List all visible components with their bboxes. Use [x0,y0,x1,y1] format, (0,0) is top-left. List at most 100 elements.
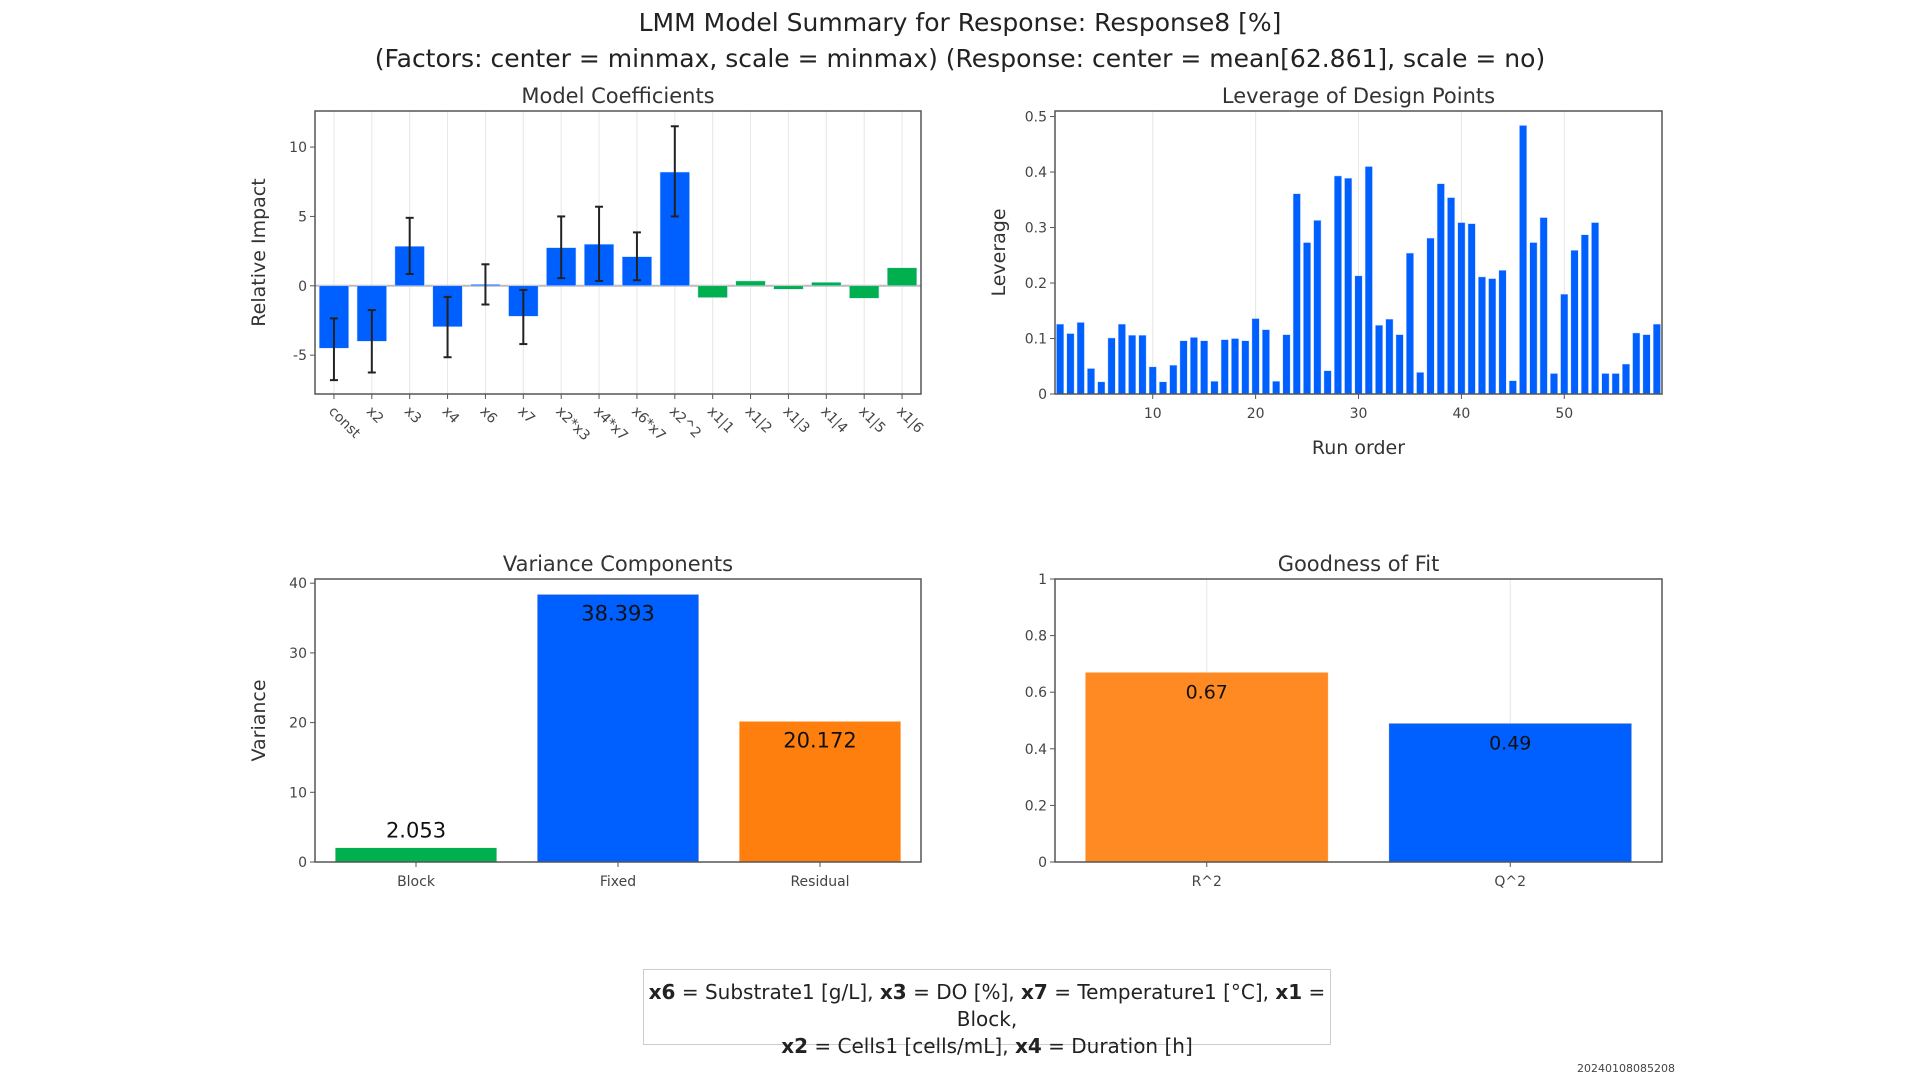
leverage-bar-run-10 [1148,366,1157,395]
coef-x-tick-label: const [325,404,363,442]
leverage-bar-run-27 [1323,370,1332,395]
coef-x-tick-label: x6 [477,404,501,428]
leverage-bar-run-15 [1200,340,1209,395]
coef-x-tick-label: x1|6 [893,404,926,437]
leverage-bar-run-3 [1076,322,1085,395]
coef-plot-border [314,110,922,395]
leverage-bar-run-56 [1622,363,1630,395]
goodness-bar-R^2 [1085,672,1329,863]
leverage-y-tick-label: 0.1 [1025,332,1047,348]
leverage-bar-run-50 [1560,293,1569,395]
leverage-bar-run-54 [1601,373,1610,395]
legend-line-2: x2 = Cells1 [cells/mL], x4 = Duration [h… [644,1033,1330,1060]
leverage-x-tick-label: 20 [1247,406,1265,422]
factor-legend: x6 = Substrate1 [g/L], x3 = DO [%], x7 =… [643,969,1331,1058]
legend-text: = DO [%], [906,980,1022,1004]
coef-y-axis-label: Relative Impact [248,178,270,326]
variance-y-tick-label: 10 [289,785,307,801]
leverage-bar-run-11 [1159,381,1167,395]
leverage-bar-run-17 [1220,339,1229,395]
coef-bar-x1|4 [811,282,842,287]
legend-key: x4 [1014,1034,1042,1058]
coef-x-tick-label: x2^2 [666,404,704,442]
leverage-bar-run-12 [1169,364,1178,395]
leverage-bar-run-1 [1056,323,1065,395]
goodness-y-tick-label: 0.4 [1025,742,1047,758]
coef-x-tick-label: x1|3 [780,404,813,437]
variance-x-tick-label: Fixed [600,874,636,890]
coef-y-tick-label: 0 [298,279,307,295]
variance-y-tick-label: 30 [289,646,307,662]
variance-data-label: 38.393 [581,601,654,625]
leverage-bar-run-57 [1632,332,1641,395]
leverage-bar-run-20 [1251,318,1260,395]
leverage-bar-run-51 [1570,250,1579,395]
goodness-data-label: 0.67 [1186,681,1228,703]
leverage-x-tick-label: 50 [1555,406,1573,422]
variance-data-label: 2.053 [386,819,446,843]
variance-y-tick-label: 0 [298,855,307,871]
legend-text: = Duration [h] [1041,1034,1193,1058]
leverage-bar-run-18 [1231,338,1239,395]
variance-y-tick-label: 20 [289,716,307,732]
legend-key: x6 [648,980,676,1004]
coef-x-tick-label: x2*x3 [552,404,593,445]
leverage-bar-run-7 [1117,323,1126,395]
variance-x-tick-label: Residual [790,874,849,890]
leverage-bar-run-21 [1261,329,1270,395]
goodness-y-tick-label: 0.2 [1025,798,1047,814]
coef-x-tick-label: x3 [401,404,424,427]
leverage-bar-run-30 [1354,275,1363,395]
coef-x-tick-label: x4 [439,404,463,428]
leverage-bar-run-40 [1457,222,1466,395]
leverage-bar-run-44 [1498,270,1507,395]
leverage-bar-run-39 [1447,197,1456,395]
leverage-bar-run-24 [1292,193,1301,395]
goodness-plot-border [1054,578,1663,863]
leverage-y-axis-label: Leverage [988,208,1010,296]
leverage-x-axis-label: Run order [1312,437,1405,459]
leverage-bar-run-35 [1405,252,1414,395]
coef-y-tick-label: 10 [289,140,307,156]
coef-x-tick-label: x1|5 [855,404,888,437]
legend-key: x1 [1275,980,1303,1004]
variance-data-label: 20.172 [783,728,856,752]
leverage-bar-run-23 [1282,334,1291,395]
coef-x-tick-label: x4*x7 [590,404,631,445]
goodness-x-tick-label: R^2 [1192,874,1222,890]
timestamp: 20240108085208 [1577,1062,1675,1075]
leverage-bar-run-45 [1508,380,1517,395]
leverage-bar-run-6 [1107,337,1116,395]
leverage-bar-run-14 [1189,337,1198,395]
leverage-bar-run-58 [1642,334,1651,395]
legend-text: = Substrate1 [g/L], [675,980,880,1004]
variance-title: Variance Components [503,552,733,576]
leverage-bar-run-36 [1416,372,1425,395]
leverage-x-tick-label: 10 [1144,406,1162,422]
leverage-bar-run-42 [1478,276,1486,395]
variance-y-axis-label: Variance [248,679,270,761]
coef-bar-x1|6 [887,267,918,287]
leverage-bar-run-29 [1344,177,1353,395]
leverage-bar-run-8 [1128,334,1137,395]
goodness-title: Goodness of Fit [1278,552,1440,576]
leverage-plot-border [1054,110,1663,395]
leverage-bar-run-28 [1333,175,1342,395]
coef-x-tick-label: x7 [514,404,537,427]
leverage-bar-run-41 [1467,223,1476,395]
goodness-bar-Q^2 [1388,723,1632,863]
leverage-bar-run-34 [1395,334,1404,395]
leverage-bar-run-43 [1488,278,1497,395]
leverage-bar-run-49 [1550,373,1558,395]
goodness-y-tick-label: 0 [1038,855,1047,871]
leverage-bar-run-5 [1097,381,1106,395]
leverage-bar-run-31 [1364,166,1373,395]
leverage-bar-run-38 [1436,183,1445,395]
leverage-y-tick-label: 0.3 [1025,221,1047,237]
coef-y-tick-label: -5 [293,348,307,364]
legend-key: x7 [1021,980,1048,1004]
leverage-bar-run-13 [1179,340,1188,395]
variance-bar-Fixed [536,594,700,863]
leverage-bar-run-33 [1385,318,1394,395]
legend-line-1: x6 = Substrate1 [g/L], x3 = DO [%], x7 =… [644,979,1330,1033]
